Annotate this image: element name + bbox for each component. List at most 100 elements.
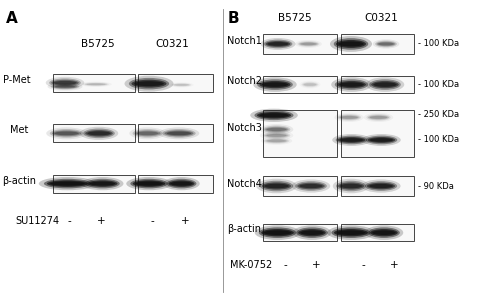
Ellipse shape — [300, 230, 324, 235]
Ellipse shape — [134, 81, 164, 86]
Ellipse shape — [255, 225, 300, 240]
Ellipse shape — [262, 132, 290, 139]
Ellipse shape — [164, 130, 194, 136]
Ellipse shape — [54, 81, 76, 85]
Ellipse shape — [298, 41, 320, 47]
Bar — [138, 74, 212, 92]
Bar — [138, 124, 212, 142]
Ellipse shape — [264, 40, 292, 48]
Ellipse shape — [362, 134, 401, 146]
Text: Notch1: Notch1 — [228, 36, 262, 46]
Ellipse shape — [304, 83, 316, 86]
Ellipse shape — [50, 129, 83, 138]
Ellipse shape — [52, 80, 79, 86]
Ellipse shape — [296, 227, 328, 238]
Ellipse shape — [337, 114, 361, 121]
Bar — [341, 34, 413, 54]
Ellipse shape — [340, 184, 362, 188]
Text: - 90 KDa: - 90 KDa — [418, 182, 454, 191]
Ellipse shape — [264, 133, 288, 138]
Ellipse shape — [366, 136, 398, 144]
Ellipse shape — [124, 76, 174, 92]
Text: +: + — [180, 216, 190, 226]
Ellipse shape — [164, 177, 200, 190]
Ellipse shape — [339, 82, 364, 87]
Ellipse shape — [335, 79, 368, 90]
Ellipse shape — [135, 182, 163, 186]
Ellipse shape — [54, 132, 79, 135]
Ellipse shape — [365, 225, 403, 240]
Ellipse shape — [338, 42, 364, 46]
Ellipse shape — [82, 177, 124, 190]
Ellipse shape — [256, 179, 297, 193]
Ellipse shape — [265, 139, 288, 143]
Ellipse shape — [372, 230, 396, 235]
Ellipse shape — [338, 137, 365, 143]
Text: C0321: C0321 — [364, 13, 398, 23]
Ellipse shape — [80, 127, 118, 140]
Ellipse shape — [85, 179, 120, 188]
Ellipse shape — [369, 79, 401, 90]
Text: P-Met: P-Met — [2, 75, 30, 85]
Ellipse shape — [371, 81, 399, 88]
Ellipse shape — [292, 179, 330, 193]
Ellipse shape — [333, 179, 369, 193]
Text: +: + — [312, 260, 320, 271]
Text: MK-0752: MK-0752 — [230, 260, 272, 271]
Ellipse shape — [158, 127, 200, 139]
Ellipse shape — [54, 85, 76, 88]
Ellipse shape — [334, 229, 368, 236]
Bar — [262, 176, 336, 196]
Ellipse shape — [49, 79, 81, 87]
Bar — [262, 76, 336, 93]
Ellipse shape — [297, 183, 325, 189]
Text: +: + — [96, 216, 106, 226]
Ellipse shape — [368, 115, 389, 120]
Bar — [52, 74, 135, 92]
Ellipse shape — [168, 180, 194, 187]
Ellipse shape — [367, 183, 395, 189]
Text: A: A — [6, 11, 18, 26]
Bar — [341, 110, 413, 157]
Ellipse shape — [48, 83, 82, 91]
Ellipse shape — [336, 40, 366, 48]
Text: - 100 KDa: - 100 KDa — [418, 80, 459, 89]
Ellipse shape — [259, 227, 296, 238]
Ellipse shape — [266, 128, 286, 131]
Text: - 100 KDa: - 100 KDa — [418, 39, 459, 48]
Text: β-actin: β-actin — [2, 175, 36, 186]
Bar — [341, 176, 413, 196]
Text: SU11274: SU11274 — [15, 216, 59, 226]
Ellipse shape — [368, 227, 400, 238]
Ellipse shape — [172, 83, 192, 87]
Ellipse shape — [257, 112, 291, 119]
Text: B: B — [228, 11, 239, 26]
Ellipse shape — [300, 184, 322, 188]
Text: -: - — [283, 260, 287, 271]
Ellipse shape — [262, 126, 290, 133]
Ellipse shape — [50, 182, 85, 186]
Ellipse shape — [254, 110, 294, 120]
Ellipse shape — [260, 81, 290, 88]
Ellipse shape — [126, 177, 172, 190]
Ellipse shape — [337, 81, 366, 88]
Ellipse shape — [338, 115, 359, 120]
Ellipse shape — [257, 79, 293, 90]
Ellipse shape — [375, 41, 397, 47]
Ellipse shape — [370, 229, 398, 236]
Bar — [262, 110, 336, 157]
Text: +: + — [390, 260, 398, 271]
Ellipse shape — [374, 82, 396, 87]
Ellipse shape — [376, 42, 396, 46]
Ellipse shape — [47, 180, 88, 187]
Text: -: - — [150, 216, 154, 226]
Ellipse shape — [129, 78, 169, 89]
Ellipse shape — [370, 116, 388, 119]
Ellipse shape — [83, 129, 115, 138]
Bar — [262, 224, 336, 241]
Ellipse shape — [267, 140, 286, 142]
Ellipse shape — [50, 84, 80, 90]
Ellipse shape — [264, 184, 289, 188]
Ellipse shape — [302, 82, 318, 88]
Ellipse shape — [46, 127, 87, 139]
